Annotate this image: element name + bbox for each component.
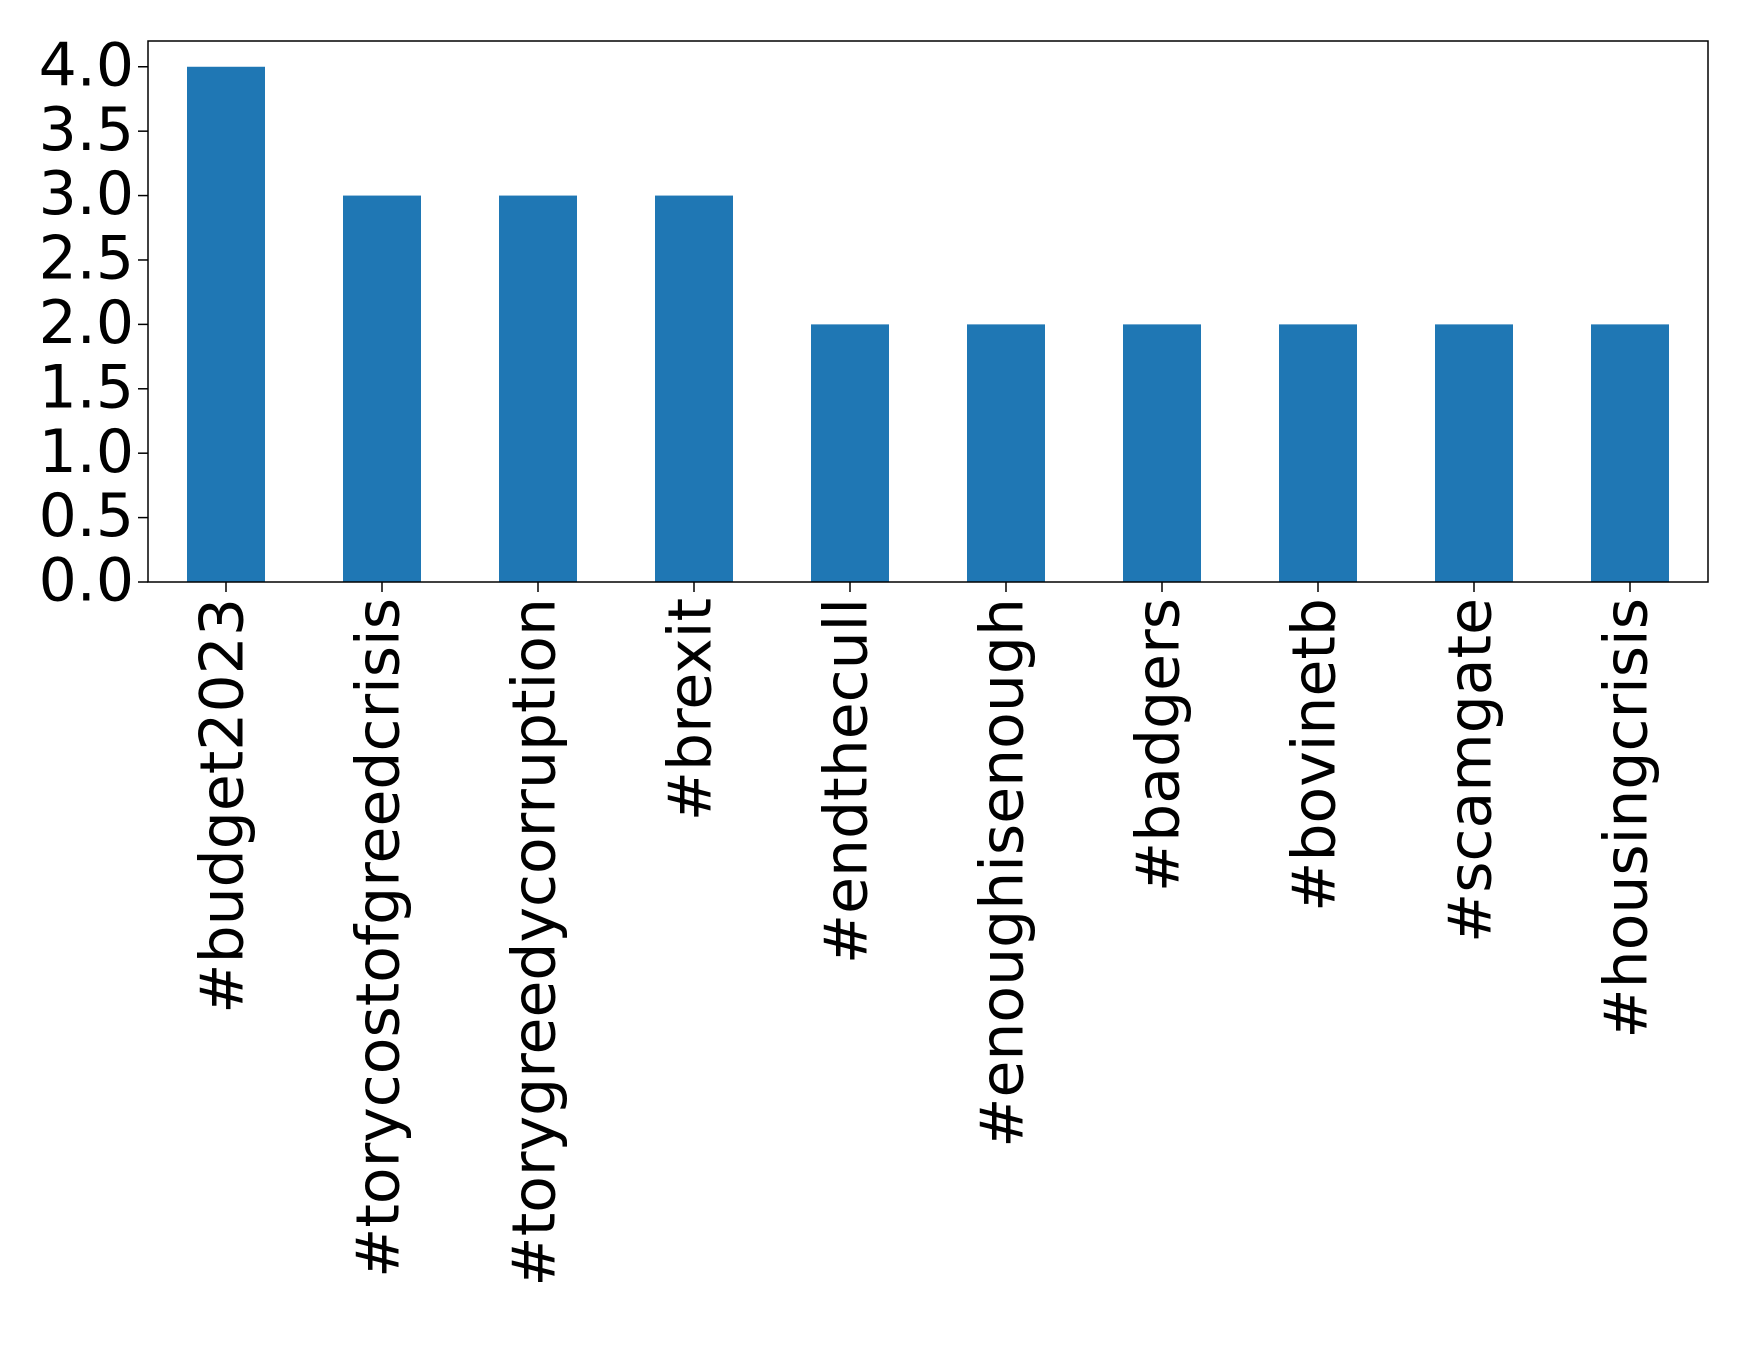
y-tick-label: 3.0 xyxy=(39,159,134,229)
y-tick-label: 3.5 xyxy=(39,95,134,165)
x-tick-label: #bovinetb xyxy=(1280,598,1350,912)
bar xyxy=(343,195,421,583)
y-tick-label: 0.5 xyxy=(39,481,134,551)
x-tick-label: #torygreedycorruption xyxy=(500,598,570,1287)
x-tick-label: #torycostofgreedcrisis xyxy=(344,598,414,1278)
x-tick-label: #endthecull xyxy=(812,598,882,964)
plot-frame xyxy=(147,40,1709,583)
y-tick-label: 2.5 xyxy=(39,224,134,294)
x-tick-label: #badgers xyxy=(1124,598,1194,892)
bar xyxy=(499,195,577,583)
bar xyxy=(1279,324,1357,582)
y-tick-label: 4.0 xyxy=(39,30,134,100)
y-tick-label: 0.0 xyxy=(39,546,134,616)
bar xyxy=(967,324,1045,582)
x-tick-label: #scamgate xyxy=(1436,598,1506,943)
x-tick-label: #housingcrisis xyxy=(1592,598,1662,1039)
bar xyxy=(655,195,733,583)
bar xyxy=(187,66,265,582)
y-tick-label: 1.5 xyxy=(39,352,134,422)
y-tick-label: 2.0 xyxy=(39,288,134,358)
bar xyxy=(1435,324,1513,582)
x-tick-label: #enoughisenough xyxy=(968,598,1038,1148)
x-tick-label: #budget2023 xyxy=(188,598,258,1014)
y-tick-label: 1.0 xyxy=(39,417,134,487)
bar xyxy=(1591,324,1669,582)
bar xyxy=(811,324,889,582)
x-tick-label: #brexit xyxy=(656,598,726,821)
bar xyxy=(1123,324,1201,582)
